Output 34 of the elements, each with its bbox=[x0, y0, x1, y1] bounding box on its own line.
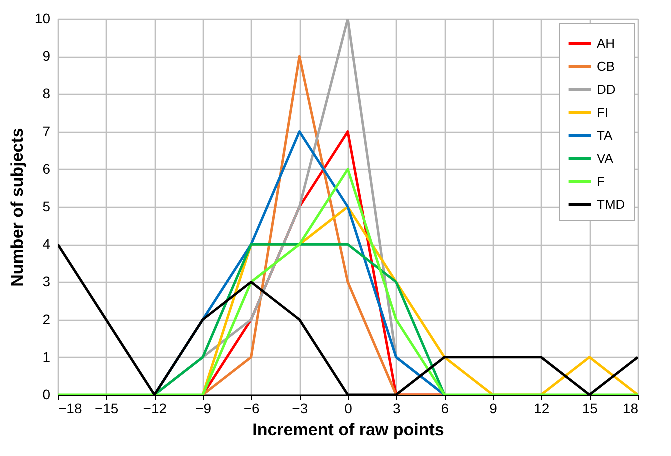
y-tick-label: 5 bbox=[42, 198, 51, 214]
x-tick-label: 12 bbox=[534, 400, 550, 416]
y-axis-title: Number of subjects bbox=[8, 128, 27, 287]
x-tick-label: −18 bbox=[58, 400, 82, 416]
x-tick-label: 0 bbox=[344, 400, 353, 416]
legend-label: AH bbox=[597, 36, 616, 51]
x-tick-label: 9 bbox=[490, 400, 498, 416]
x-tick-label: −12 bbox=[143, 400, 168, 416]
y-tick-label: 7 bbox=[42, 123, 51, 140]
x-tick-label: 18 bbox=[622, 400, 639, 416]
y-tick-label: 2 bbox=[42, 311, 51, 328]
x-tick-label: 6 bbox=[441, 400, 450, 416]
y-tick-label: 4 bbox=[42, 236, 51, 252]
x-tick-label: −6 bbox=[244, 400, 260, 416]
legend-label: F bbox=[597, 174, 605, 189]
legend-label: FI bbox=[597, 105, 609, 120]
y-tick-label: 9 bbox=[42, 48, 51, 64]
legend-label: TA bbox=[597, 128, 613, 143]
y-tick-label: 0 bbox=[42, 386, 51, 402]
legend-label: DD bbox=[597, 82, 616, 97]
y-tick-label: 10 bbox=[34, 10, 51, 26]
x-tick-label: 3 bbox=[392, 400, 401, 416]
x-tick-label: 15 bbox=[582, 400, 598, 416]
x-tick-label: −9 bbox=[196, 400, 212, 416]
y-tick-label: 3 bbox=[42, 274, 51, 290]
y-tick-label: 1 bbox=[42, 348, 51, 365]
legend-label: CB bbox=[597, 59, 616, 74]
y-tick-label: 8 bbox=[42, 86, 51, 102]
legend-label: TMD bbox=[597, 197, 626, 212]
y-tick-label: 6 bbox=[42, 160, 51, 177]
legend-label: VA bbox=[597, 151, 614, 166]
x-tick-label: −15 bbox=[94, 400, 119, 416]
x-tick-label: −3 bbox=[292, 400, 308, 416]
x-axis-title: Increment of raw points bbox=[252, 420, 444, 440]
